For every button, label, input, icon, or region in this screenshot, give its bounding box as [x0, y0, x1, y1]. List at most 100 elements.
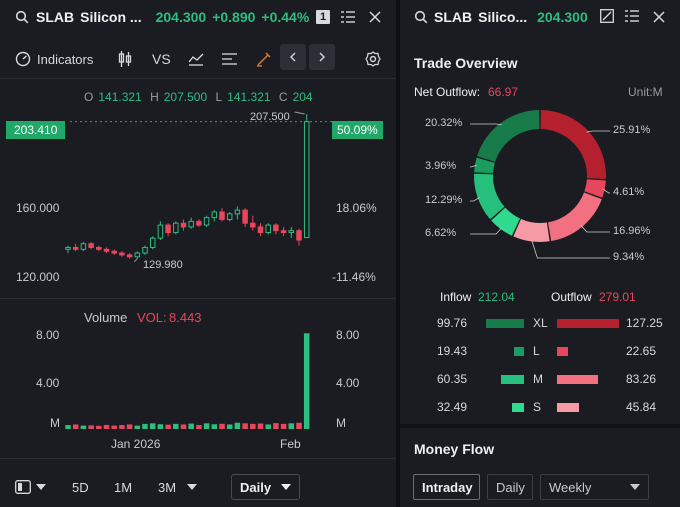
price-chart[interactable] — [0, 100, 396, 296]
list-menu-icon[interactable] — [340, 9, 356, 25]
volume-bar — [203, 423, 210, 429]
close-value: 204 — [292, 90, 313, 104]
donut-pct-label: 20.32% — [425, 117, 463, 129]
symbol-ticker[interactable]: SLAB — [434, 9, 473, 25]
price-change-pct: +0.44% — [261, 9, 310, 25]
trade-donut-chart[interactable] — [400, 100, 680, 276]
inflow-row-value: 99.76 — [436, 316, 467, 330]
candle-body — [80, 243, 87, 250]
donut-pct-label: 4.61% — [613, 186, 645, 198]
inflow-label: Inflow — [440, 290, 472, 304]
volume-chart[interactable] — [0, 300, 396, 432]
row-size-label: S — [533, 400, 542, 414]
search-icon[interactable] — [14, 9, 30, 25]
last-price: 204.300 — [155, 9, 207, 25]
donut-leader-line — [470, 227, 503, 235]
list-menu-icon[interactable] — [625, 10, 639, 22]
volume-bar — [211, 424, 218, 429]
candle-body — [196, 220, 202, 226]
chevron-down-icon — [281, 484, 292, 490]
chart-toolbar: Indicators VS — [0, 44, 396, 74]
close-icon[interactable] — [653, 11, 665, 23]
expand-icon[interactable] — [600, 9, 614, 23]
volume-bar — [180, 424, 187, 429]
period-1m[interactable]: 1M — [114, 479, 133, 495]
interval-value: Daily — [240, 479, 272, 495]
volume-bar — [280, 423, 287, 429]
high-label: H — [150, 90, 159, 104]
candle-body — [111, 250, 117, 254]
candle-body — [88, 243, 94, 248]
text-lines-icon[interactable] — [222, 53, 237, 65]
outflow-row-bar — [557, 375, 598, 384]
tab-intraday[interactable]: Intraday — [413, 474, 480, 500]
vol-axis-right-unit: M — [336, 416, 346, 430]
donut-slice — [474, 157, 495, 174]
donut-slice — [474, 173, 505, 220]
candle-body — [280, 230, 287, 234]
candle-body — [296, 230, 302, 241]
candle-body — [203, 217, 210, 226]
outflow-row-value: 127.25 — [626, 316, 663, 330]
inflow-row-value: 19.43 — [436, 344, 467, 358]
inflow-row-bar — [511, 403, 524, 412]
volume-bar — [119, 425, 125, 429]
low-label: L — [215, 90, 223, 104]
outflow-label: Outflow — [551, 290, 592, 304]
x-label-jan: Jan 2026 — [111, 437, 161, 451]
volume-vol-label: VOL: — [137, 310, 167, 325]
period-5d[interactable]: 5D — [72, 479, 89, 495]
gear-icon[interactable] — [365, 51, 381, 67]
volume-bar — [288, 423, 295, 429]
draw-pen-icon[interactable] — [256, 52, 271, 67]
indicators-button[interactable]: Indicators — [37, 51, 94, 67]
trade-overview-title: Trade Overview — [414, 55, 518, 71]
outflow-row-bar — [557, 403, 580, 412]
candle-body — [250, 222, 256, 228]
volume-bar — [149, 423, 156, 429]
layout-caret-icon[interactable] — [36, 484, 46, 490]
close-icon[interactable] — [367, 9, 383, 25]
symbol-name[interactable]: Silicon ... — [80, 9, 142, 25]
chevron-right-icon[interactable] — [309, 44, 335, 70]
compare-vs-button[interactable]: VS — [152, 51, 171, 67]
volume-bar — [173, 423, 179, 429]
row-size-label: M — [533, 372, 543, 386]
symbol-name[interactable]: Silico... — [478, 9, 528, 25]
search-icon[interactable] — [414, 10, 428, 24]
price-change: +0.890 — [212, 9, 256, 25]
period-3m[interactable]: 3M — [158, 479, 177, 495]
row-size-label: L — [533, 344, 540, 358]
volume-bar — [126, 424, 133, 429]
inflow-row-bar — [501, 375, 524, 384]
open-value: 141.321 — [98, 90, 142, 104]
chevron-down-icon — [630, 484, 640, 490]
candle-body — [126, 254, 133, 258]
donut-slice — [477, 110, 540, 162]
link-group-badge[interactable]: 1 — [316, 10, 330, 24]
tab-intraday-label: Intraday — [422, 479, 473, 495]
interval-dropdown[interactable]: Daily — [231, 474, 301, 500]
candle-body — [142, 246, 148, 254]
period-caret-icon[interactable] — [187, 484, 197, 490]
inflow-row-value: 60.35 — [436, 372, 467, 386]
area-chart-icon[interactable] — [188, 52, 204, 66]
outflow-row-value: 83.26 — [626, 372, 657, 386]
candle-body — [288, 230, 295, 234]
candle-body — [265, 224, 271, 234]
symbol-ticker[interactable]: SLAB — [36, 9, 75, 25]
chevron-left-icon[interactable] — [280, 44, 306, 70]
tab-daily[interactable]: Daily — [487, 474, 533, 500]
pct-axis-18: 18.06% — [336, 201, 377, 215]
outflow-row-value: 45.84 — [626, 400, 657, 414]
indicators-icon[interactable] — [15, 51, 31, 67]
volume-bar — [242, 423, 248, 429]
tab-weekly-dropdown[interactable]: Weekly — [540, 474, 649, 500]
candle-type-icon[interactable] — [118, 51, 132, 67]
right-title-bar: SLAB Silico... 204.300 — [400, 0, 680, 34]
layout-toggle-icon[interactable] — [15, 480, 31, 494]
volume-bar — [188, 423, 194, 429]
volume-bar — [65, 425, 71, 429]
inflow-row-value: 32.49 — [436, 400, 467, 414]
candle-body — [173, 222, 179, 234]
